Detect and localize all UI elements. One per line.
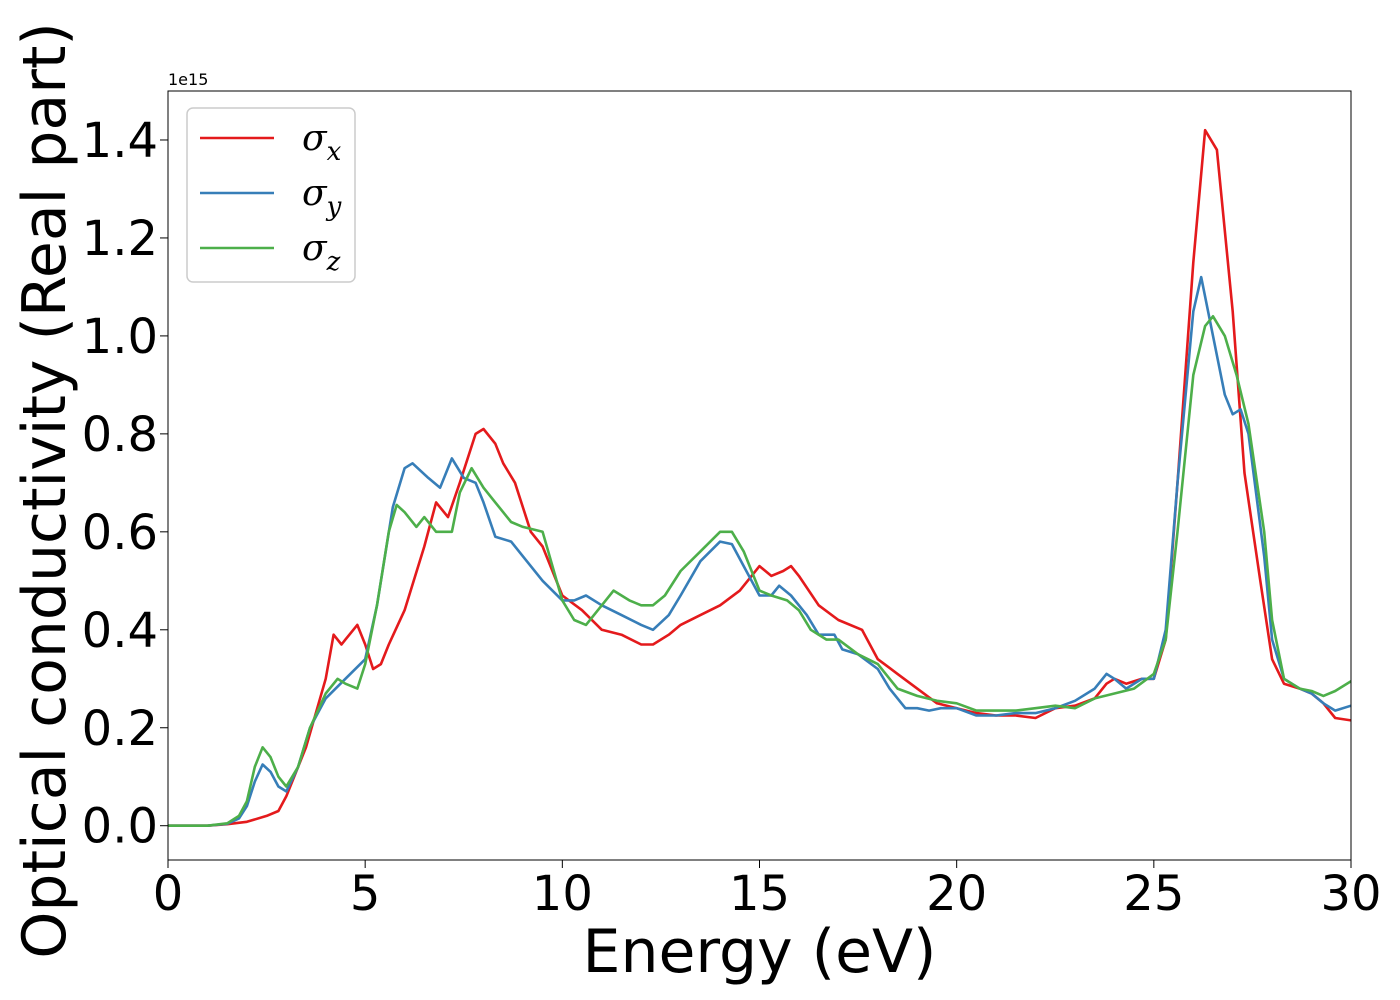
legend-label-z: σz [302, 228, 341, 277]
x-tick-label: 10 [532, 866, 593, 922]
legend-symbol: σ [302, 228, 328, 269]
legend-label-y: σy [302, 173, 342, 222]
legend-subscript: y [326, 192, 342, 222]
legend-symbol: σ [302, 173, 328, 214]
y-offset-label: 1e15 [168, 70, 208, 89]
x-axis-title: Energy (eV) [583, 917, 937, 987]
y-tick-label: 1.2 [82, 211, 158, 267]
x-tick-label: 5 [350, 866, 381, 922]
series-layer [168, 128, 1351, 828]
series-line-z [168, 314, 1351, 828]
legend-label-x: σx [302, 118, 342, 167]
y-tick-label: 1.0 [82, 309, 158, 365]
legend-subscript: z [326, 247, 341, 277]
y-tick-label: 0.0 [82, 799, 158, 855]
legend-symbol: σ [302, 118, 328, 159]
legend-box [186, 107, 356, 283]
x-tick-label: 15 [729, 866, 790, 922]
y-tick-label: 0.4 [82, 603, 158, 659]
y-tick-label: 0.8 [82, 407, 158, 463]
y-tick-label: 0.6 [82, 505, 158, 561]
y-tick-label: 0.2 [82, 701, 158, 757]
x-tick-label: 20 [926, 866, 987, 922]
y-axis-title: Optical conductivity (Real part) [10, 22, 80, 959]
x-tick-label: 0 [153, 866, 184, 922]
y-tick-label: 1.4 [82, 113, 158, 169]
x-tick-label: 30 [1320, 866, 1381, 922]
ticks-layer: 0 5 10 15 20 25 30 0.0 0.2 0.4 0.6 0.8 1.0 1.2 1.4 [82, 113, 1382, 922]
x-tick-label: 25 [1123, 866, 1184, 922]
legend-subscript: x [327, 137, 342, 167]
